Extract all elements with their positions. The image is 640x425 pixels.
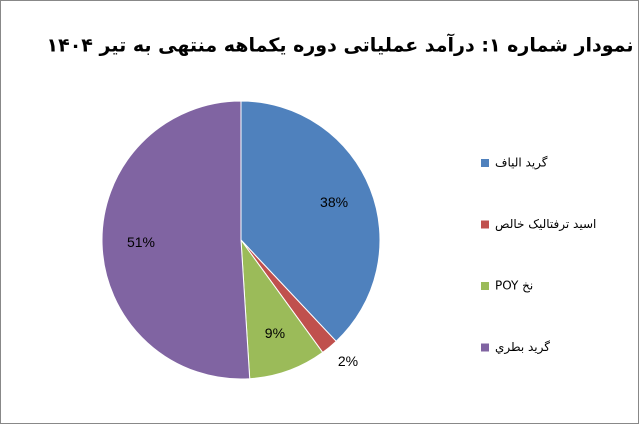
legend-label: نخ POY (495, 279, 533, 293)
legend-label: گرید بطري (495, 340, 550, 355)
pie-slice (101, 100, 251, 380)
data-label: 51% (127, 234, 155, 250)
pie-slice (240, 238, 324, 380)
legend-label: اسید ترفتالیک خالص (495, 217, 596, 232)
legend-marker (481, 220, 489, 229)
pie-slice (240, 100, 381, 343)
data-label: 9% (265, 325, 285, 341)
legend-label: گرید الیاف (495, 156, 548, 171)
legend-marker (481, 343, 489, 352)
legend-marker (481, 159, 489, 167)
data-label: 2% (338, 353, 358, 369)
legend-marker (481, 282, 489, 290)
chart-title: نمودار شماره ۱: درآمد عملیاتی دوره یکماه… (47, 33, 634, 57)
data-label: 38% (320, 194, 348, 210)
